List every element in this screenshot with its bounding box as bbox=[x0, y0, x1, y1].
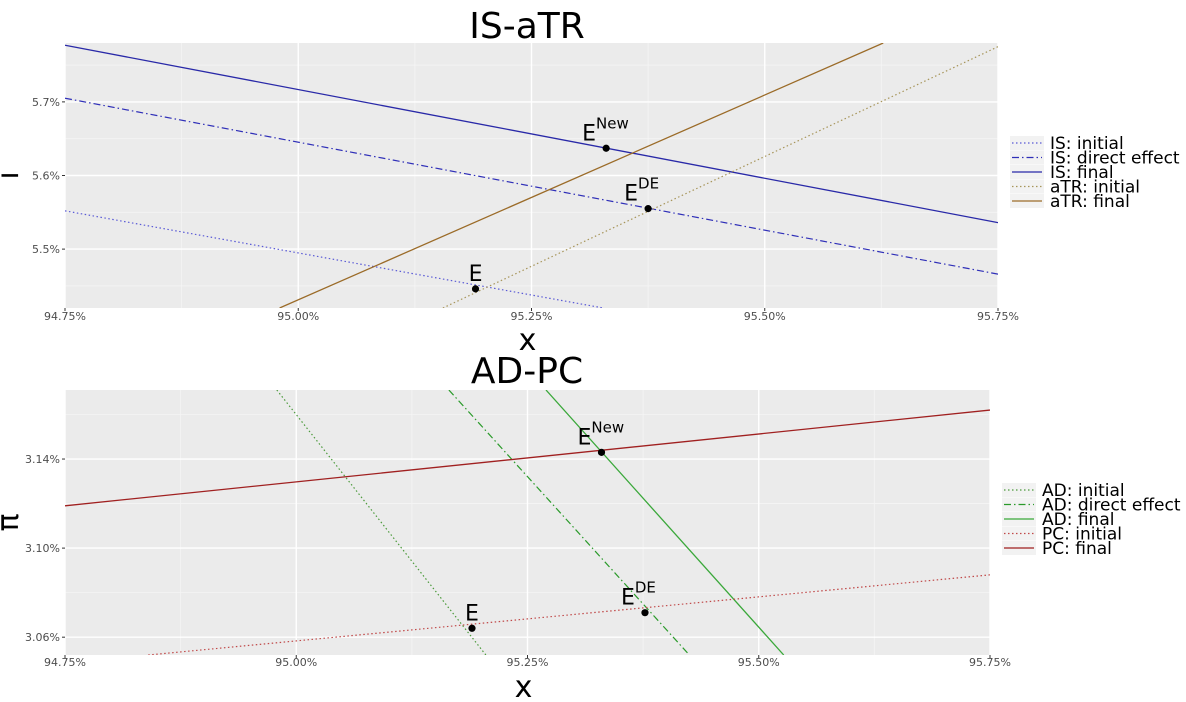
equilibrium-point bbox=[468, 624, 476, 632]
y-tick-label: 5.6% bbox=[32, 170, 60, 183]
x-axis-title: x bbox=[515, 670, 533, 702]
series-line bbox=[448, 390, 690, 655]
x-tick-label: 95.25% bbox=[511, 310, 553, 323]
y-tick-label: 3.10% bbox=[25, 542, 60, 555]
x-tick-label: 95.25% bbox=[507, 656, 549, 669]
legend-key bbox=[1010, 136, 1044, 150]
legend-label: IS: final bbox=[1050, 163, 1114, 183]
legend-label: AD: initial bbox=[1042, 481, 1125, 501]
y-tick-label: 3.14% bbox=[25, 453, 60, 466]
x-tick-label: 95.00% bbox=[277, 310, 319, 323]
y-tick-label: 5.7% bbox=[32, 96, 60, 109]
series-lines bbox=[65, 390, 990, 655]
chart-1: IS-aTR 94.75% 95.00% 95.25% 95.50% 95.75% 5.5%… bbox=[0, 6, 1180, 358]
legend-label: aTR: final bbox=[1050, 192, 1130, 212]
x-tick-label: 95.50% bbox=[744, 310, 786, 323]
point-label: EDE bbox=[621, 579, 656, 611]
legend-label: PC: initial bbox=[1042, 525, 1122, 545]
point-label: EDE bbox=[624, 175, 659, 207]
chart-title: AD-PC bbox=[471, 351, 583, 392]
chart-title: IS-aTR bbox=[469, 6, 585, 47]
x-axis-title: x bbox=[519, 323, 537, 358]
legend-key bbox=[1002, 526, 1036, 541]
series-line bbox=[65, 97, 998, 275]
equilibrium-point bbox=[471, 285, 480, 293]
point-label: E bbox=[465, 601, 479, 626]
series-line bbox=[276, 390, 487, 655]
series-line bbox=[545, 390, 785, 655]
x-tick-label: 95.50% bbox=[738, 656, 780, 669]
legend-label: aTR: initial bbox=[1050, 178, 1140, 198]
equilibrium-point bbox=[597, 448, 606, 456]
x-tick-label: 95.75% bbox=[969, 656, 1011, 669]
x-tick-label: 95.75% bbox=[977, 310, 1019, 323]
y-tick-label: 3.06% bbox=[25, 631, 60, 644]
point-label: E bbox=[469, 262, 483, 287]
y-tick-label: 5.5% bbox=[32, 243, 60, 256]
legend-key bbox=[1010, 179, 1044, 194]
x-tick-label: 95.00% bbox=[275, 656, 317, 669]
equilibrium-point bbox=[641, 609, 649, 617]
legend-label: AD: final bbox=[1042, 510, 1114, 530]
y-axis-title: i bbox=[0, 171, 26, 179]
legend-label: IS: direct effect bbox=[1050, 149, 1180, 169]
series-line bbox=[65, 44, 998, 224]
chart-2: AD-PC 94.75% 95.00% 95.25% 95.50% 95.75% 3.06%… bbox=[0, 351, 1181, 702]
point-label: ENew bbox=[582, 114, 629, 146]
equilibrium-point bbox=[644, 205, 652, 213]
point-label: ENew bbox=[578, 418, 625, 450]
legend-label: AD: direct effect bbox=[1042, 496, 1181, 516]
legend-key bbox=[1002, 483, 1036, 497]
x-tick-label: 94.75% bbox=[44, 310, 86, 323]
series-line bbox=[65, 409, 990, 507]
series-lines bbox=[65, 43, 998, 308]
legend-label: IS: initial bbox=[1050, 134, 1124, 154]
series-line bbox=[279, 43, 884, 308]
series-line bbox=[148, 574, 990, 655]
legend-label: PC: final bbox=[1042, 539, 1112, 559]
x-tick-label: 94.75% bbox=[44, 656, 86, 669]
equilibrium-point bbox=[602, 144, 610, 152]
y-axis-title: π bbox=[0, 513, 26, 531]
